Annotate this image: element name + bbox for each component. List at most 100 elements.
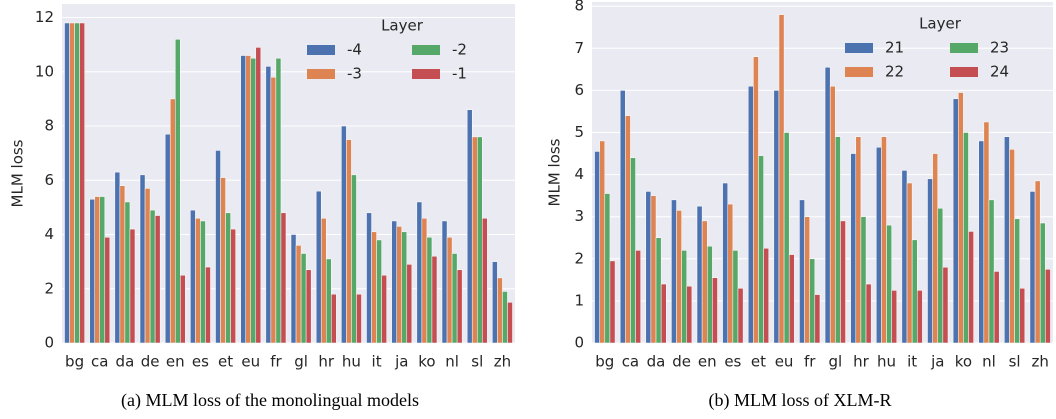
x-tick-label: zh (1031, 353, 1048, 371)
bar (635, 250, 641, 344)
bar (886, 224, 892, 344)
x-tick-label: sl (1009, 353, 1021, 371)
bar (942, 266, 949, 344)
bar (175, 39, 181, 344)
y-axis-label: MLM loss (9, 139, 27, 207)
legend-label: 21 (885, 39, 904, 57)
bar (788, 254, 795, 344)
x-tick-label: hu (342, 353, 361, 371)
y-tick-label: 1 (574, 291, 584, 309)
bar (446, 236, 453, 344)
bar (988, 199, 995, 344)
bar (840, 220, 846, 344)
bar (799, 199, 805, 344)
bar (376, 239, 382, 344)
bar (609, 260, 616, 344)
bar (978, 140, 985, 344)
x-tick-label: ca (91, 353, 108, 371)
legend-label: 23 (990, 39, 1009, 57)
x-tick-label: en (166, 353, 185, 371)
legend-label: 24 (990, 63, 1009, 81)
bar (421, 217, 428, 344)
bar (732, 250, 739, 344)
bar (727, 203, 734, 344)
x-tick-label: ja (394, 353, 408, 371)
bar (701, 220, 708, 344)
x-tick-label: bg (595, 353, 614, 371)
x-tick-label: hr (853, 353, 870, 371)
bar (164, 133, 171, 344)
bar (681, 250, 688, 344)
bar (391, 220, 397, 344)
bar (99, 196, 106, 344)
bar (230, 228, 236, 344)
y-tick-label: 6 (574, 81, 584, 99)
bar (456, 269, 463, 344)
bar (366, 212, 372, 344)
bar (406, 264, 413, 344)
bar (809, 258, 816, 344)
bar (507, 302, 513, 344)
legend-swatch (412, 45, 440, 55)
bar (169, 98, 176, 344)
bar (326, 258, 332, 344)
bar (814, 294, 821, 344)
bar (119, 185, 126, 344)
y-tick-label: 0 (44, 334, 54, 352)
legend-title: Layer (919, 15, 962, 33)
bar (315, 190, 322, 344)
bar (804, 216, 810, 344)
x-tick-label: es (724, 353, 741, 371)
bar (650, 195, 657, 344)
bar (604, 193, 611, 344)
bar (331, 293, 337, 344)
bar (416, 201, 423, 344)
bar (104, 236, 111, 344)
bar (1004, 136, 1010, 344)
bar (502, 291, 508, 344)
bar (619, 90, 626, 344)
bar (139, 174, 146, 344)
bar (431, 255, 438, 344)
bar (645, 191, 652, 344)
bar (660, 283, 667, 344)
bar (901, 170, 908, 344)
bar (773, 90, 780, 344)
bar (79, 22, 85, 344)
bar (351, 174, 357, 344)
bar (64, 22, 70, 344)
bar (341, 125, 347, 344)
bar (927, 178, 933, 344)
bar (124, 201, 131, 344)
bar (712, 277, 718, 344)
bar (451, 253, 458, 344)
legend-swatch (307, 69, 335, 79)
bar (270, 76, 277, 344)
bar (280, 212, 287, 344)
x-tick-label: da (116, 353, 135, 371)
x-tick-label: nl (445, 353, 459, 371)
y-tick-label: 0 (574, 334, 584, 352)
bar (860, 216, 867, 344)
bar (205, 266, 211, 344)
bar (220, 177, 226, 344)
y-tick-label: 7 (574, 39, 584, 57)
bar (245, 55, 251, 344)
legend-swatch (412, 69, 440, 79)
bar (707, 245, 713, 344)
bar (696, 205, 703, 344)
bar (295, 245, 302, 344)
bar (747, 85, 754, 344)
x-tick-label: de (141, 353, 160, 371)
bar (129, 228, 136, 344)
bar (381, 274, 387, 344)
bar (783, 132, 790, 344)
bar (835, 136, 841, 344)
bar (983, 121, 990, 344)
bar (371, 231, 377, 344)
bar (655, 237, 662, 344)
bar (471, 136, 478, 344)
bar (401, 231, 408, 344)
x-tick-label: eu (241, 353, 260, 371)
